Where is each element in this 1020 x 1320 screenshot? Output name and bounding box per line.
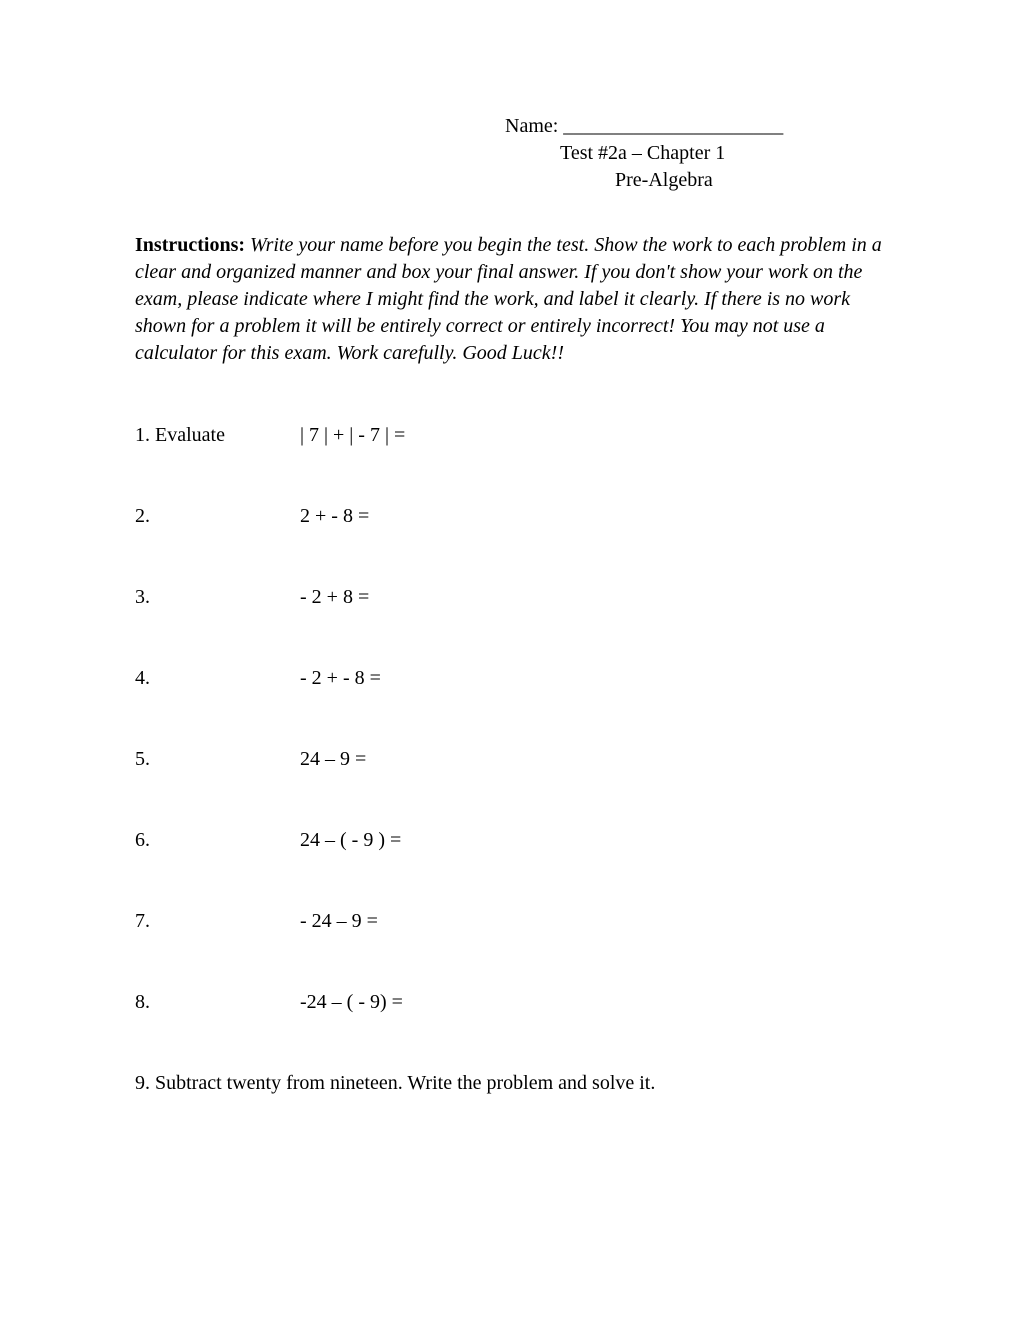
subject-line: Pre-Algebra (615, 169, 890, 192)
problem-expression: - 2 + 8 = (300, 584, 890, 610)
problem-row: 4. - 2 + - 8 = (135, 665, 890, 691)
problem-row: 8. -24 – ( - 9) = (135, 989, 890, 1015)
problem-number: 3. (135, 584, 300, 610)
header-section: Name: ______________________ Test #2a – … (135, 115, 890, 192)
problem-number: 8. (135, 989, 300, 1015)
problems-list: 1. Evaluate | 7 | + | - 7 | = 2. 2 + - 8… (135, 422, 890, 1096)
problem-expression: 24 – ( - 9 ) = (300, 827, 890, 853)
problem-expression: - 24 – 9 = (300, 908, 890, 934)
problem-expression: 24 – 9 = (300, 746, 890, 772)
instructions-block: Instructions: Write your name before you… (135, 232, 890, 367)
problem-row: 5. 24 – 9 = (135, 746, 890, 772)
problem-expression: - 2 + - 8 = (300, 665, 890, 691)
problem-row: 7. - 24 – 9 = (135, 908, 890, 934)
problem-row: 6. 24 – ( - 9 ) = (135, 827, 890, 853)
problem-row: 1. Evaluate | 7 | + | - 7 | = (135, 422, 890, 448)
problem-number: 2. (135, 503, 300, 529)
problem-row: 2. 2 + - 8 = (135, 503, 890, 529)
test-title: Test #2a – Chapter 1 (560, 142, 890, 165)
problem-number: 5. (135, 746, 300, 772)
instructions-text: Write your name before you begin the tes… (135, 234, 882, 364)
problem-number: 1. Evaluate (135, 422, 300, 448)
instructions-label: Instructions: (135, 234, 245, 256)
word-problem: 9. Subtract twenty from nineteen. Write … (135, 1070, 890, 1096)
problem-expression: -24 – ( - 9) = (300, 989, 890, 1015)
problem-number: 6. (135, 827, 300, 853)
problem-expression: | 7 | + | - 7 | = (300, 422, 890, 448)
problem-number: 7. (135, 908, 300, 934)
name-field-label: Name: ______________________ (505, 115, 890, 138)
problem-row: 3. - 2 + 8 = (135, 584, 890, 610)
problem-expression: 2 + - 8 = (300, 503, 890, 529)
problem-number: 4. (135, 665, 300, 691)
